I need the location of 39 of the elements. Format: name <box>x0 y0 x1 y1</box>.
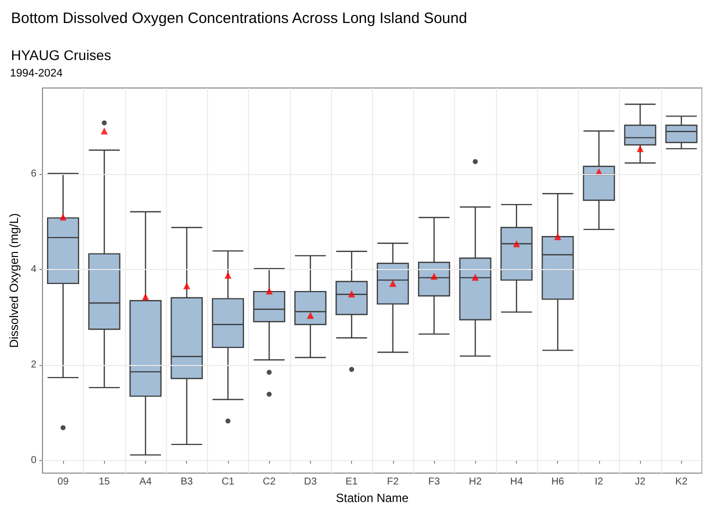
x-tick-label: B3 <box>180 476 194 488</box>
x-tick-label: K2 <box>675 476 688 488</box>
x-tick-label: F3 <box>428 476 440 488</box>
x-tick-label: H2 <box>468 476 482 488</box>
point <box>554 233 562 240</box>
point <box>60 214 67 221</box>
y-tick-label: 4 <box>30 264 37 276</box>
point <box>348 290 356 298</box>
point <box>472 274 479 281</box>
chart-subtitle: HYAUG Cruises <box>11 47 112 63</box>
x-tick-label: I2 <box>594 476 604 488</box>
point <box>100 128 108 134</box>
x-tick-label: C1 <box>222 476 235 488</box>
x-tick-label: H4 <box>510 476 524 488</box>
x-tick-label: F2 <box>387 476 400 488</box>
x-tick-label: 15 <box>98 476 110 488</box>
x-axis-title: Station Name <box>336 491 409 505</box>
point <box>266 288 273 295</box>
x-tick-label: A4 <box>139 476 152 488</box>
y-tick-label: 2 <box>30 360 37 371</box>
x-tick-label: H6 <box>551 476 565 488</box>
x-tick-label: C2 <box>262 476 276 488</box>
point <box>430 272 438 280</box>
point <box>306 312 314 319</box>
point <box>183 282 190 290</box>
x-tick-label: E1 <box>346 476 358 488</box>
point <box>224 272 232 279</box>
point <box>389 280 396 287</box>
y-tick-label: 0 <box>30 455 37 466</box>
x-tick-label: J2 <box>634 476 646 488</box>
y-axis-title: Dissolved Oxygen (mg/L) <box>7 213 21 348</box>
text: 1994-2024 <box>10 68 63 80</box>
point <box>142 293 150 300</box>
chart-title: Bottom Dissolved Oxygen Concentrations Across Long Island Sound <box>11 10 468 27</box>
y-tick-label: 6 <box>30 168 37 180</box>
x-tick-label: 09 <box>58 476 70 488</box>
x-tick-label: D3 <box>304 476 318 488</box>
point <box>513 240 520 248</box>
point <box>636 145 644 152</box>
